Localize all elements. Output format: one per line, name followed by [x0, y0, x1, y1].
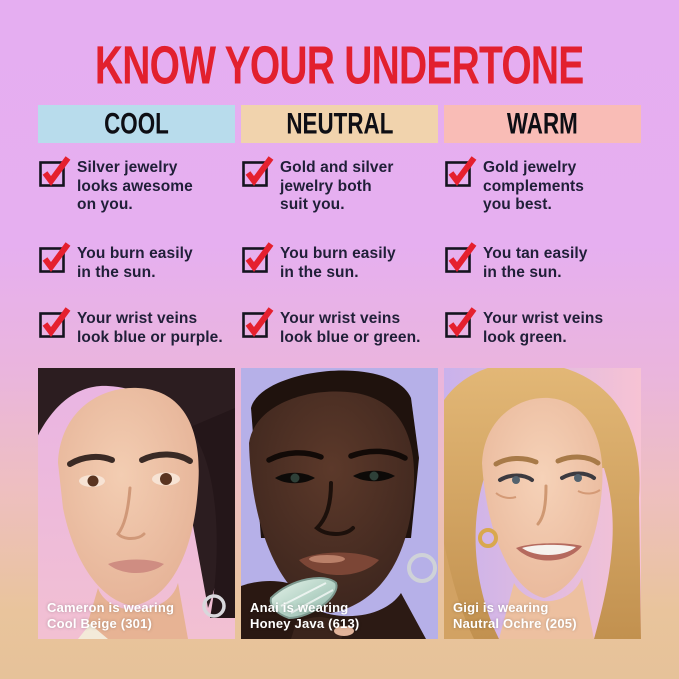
column-cool: COOL Silver jewelry looks awesome on you…: [38, 105, 235, 347]
checklist-text: Gold jewelry complements you best.: [483, 159, 585, 214]
checklist-item: Your wrist veins look blue or green.: [241, 304, 438, 347]
photo-caption: Anai is wearing Honey Java (613): [250, 600, 360, 632]
model-photos: Cameron is wearing Cool Beige (301): [38, 368, 641, 639]
checklist-item: Silver jewelry looks awesome on you.: [38, 153, 235, 229]
checklist-text: You tan easily in the sun.: [483, 245, 588, 281]
checklist-text: Your wrist veins look blue or green.: [280, 310, 421, 346]
checklist-item: Your wrist veins look blue or purple.: [38, 304, 235, 347]
checkbox-checked-icon: [39, 156, 71, 187]
checklist-item: You tan easily in the sun.: [444, 239, 641, 294]
page-title: KNOW YOUR UNDERTONE: [95, 35, 584, 96]
undertone-columns: COOL Silver jewelry looks awesome on you…: [38, 105, 641, 347]
checkbox-checked-icon: [242, 242, 274, 273]
checklist-text: Gold and silver jewelry both suit you.: [280, 159, 394, 214]
column-header-neutral: NEUTRAL: [241, 105, 438, 143]
checklist-text: You burn easily in the sun.: [280, 245, 396, 281]
checklist-text: You burn easily in the sun.: [77, 245, 193, 281]
checkbox-checked-icon: [445, 307, 477, 338]
checklist-item: Gold jewelry complements you best.: [444, 153, 641, 229]
checkbox-checked-icon: [39, 242, 71, 273]
photo-caption: Cameron is wearing Cool Beige (301): [47, 600, 175, 632]
checklist-text: Your wrist veins look green.: [483, 310, 604, 346]
portrait-anai: [241, 368, 438, 639]
checkbox-checked-icon: [39, 307, 71, 338]
checkbox-checked-icon: [445, 156, 477, 187]
checklist-item: Gold and silver jewelry both suit you.: [241, 153, 438, 229]
column-header-warm: WARM: [444, 105, 641, 143]
checkbox-checked-icon: [242, 307, 274, 338]
photo-warm-model: Gigi is wearing Nautral Ochre (205): [444, 368, 641, 639]
photo-neutral-model: Anai is wearing Honey Java (613): [241, 368, 438, 639]
portrait-cameron: [38, 368, 235, 639]
column-warm: WARM Gold jewelry complements you best. …: [444, 105, 641, 347]
column-header-cool: COOL: [38, 105, 235, 143]
column-neutral: NEUTRAL Gold and silver jewelry both sui…: [241, 105, 438, 347]
checkbox-checked-icon: [445, 242, 477, 273]
photo-caption: Gigi is wearing Nautral Ochre (205): [453, 600, 577, 632]
checklist-text: Your wrist veins look blue or purple.: [77, 310, 223, 346]
checklist-item: Your wrist veins look green.: [444, 304, 641, 347]
checklist-item: You burn easily in the sun.: [38, 239, 235, 294]
portrait-gigi: [444, 368, 641, 639]
checklist-text: Silver jewelry looks awesome on you.: [77, 159, 193, 214]
checkbox-checked-icon: [242, 156, 274, 187]
photo-cool-model: Cameron is wearing Cool Beige (301): [38, 368, 235, 639]
checklist-item: You burn easily in the sun.: [241, 239, 438, 294]
